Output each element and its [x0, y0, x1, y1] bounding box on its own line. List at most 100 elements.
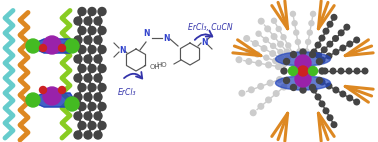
Circle shape — [74, 131, 82, 139]
Circle shape — [78, 8, 86, 15]
Circle shape — [291, 84, 296, 90]
Circle shape — [338, 30, 344, 36]
Circle shape — [84, 131, 92, 139]
Circle shape — [263, 37, 268, 42]
Circle shape — [65, 39, 79, 53]
Circle shape — [278, 41, 283, 47]
Circle shape — [331, 14, 337, 20]
Circle shape — [88, 45, 96, 54]
Circle shape — [310, 52, 316, 58]
Circle shape — [285, 56, 290, 61]
Circle shape — [258, 104, 264, 109]
Circle shape — [311, 49, 317, 55]
Bar — [233, 0, 378, 142]
Circle shape — [94, 74, 102, 82]
Circle shape — [94, 36, 102, 44]
Circle shape — [98, 103, 106, 110]
Circle shape — [273, 91, 279, 96]
Text: N: N — [163, 34, 169, 42]
FancyArrowPatch shape — [195, 31, 212, 40]
Circle shape — [330, 68, 336, 74]
Circle shape — [291, 52, 296, 58]
Ellipse shape — [276, 52, 330, 66]
Circle shape — [333, 49, 339, 55]
Circle shape — [98, 122, 106, 130]
Text: N: N — [144, 29, 150, 38]
Circle shape — [284, 59, 290, 64]
Circle shape — [74, 112, 82, 120]
Circle shape — [74, 74, 82, 82]
Circle shape — [291, 51, 296, 56]
Polygon shape — [30, 93, 75, 107]
Circle shape — [267, 80, 273, 86]
Circle shape — [78, 27, 86, 35]
Circle shape — [98, 8, 106, 15]
Circle shape — [319, 35, 325, 41]
Circle shape — [59, 44, 65, 52]
Circle shape — [340, 91, 345, 97]
Circle shape — [322, 68, 328, 74]
Bar — [0, 0, 108, 142]
Circle shape — [282, 62, 287, 67]
Polygon shape — [30, 39, 75, 53]
Circle shape — [354, 99, 359, 105]
Circle shape — [266, 97, 271, 103]
Circle shape — [94, 131, 102, 139]
Circle shape — [298, 66, 308, 76]
Circle shape — [311, 11, 316, 16]
Circle shape — [306, 39, 311, 44]
Circle shape — [354, 68, 360, 74]
Circle shape — [246, 59, 252, 64]
Circle shape — [74, 17, 82, 25]
Circle shape — [264, 55, 269, 60]
Circle shape — [295, 55, 311, 71]
Circle shape — [84, 112, 92, 120]
Circle shape — [98, 27, 106, 35]
Circle shape — [98, 83, 106, 91]
Circle shape — [26, 93, 40, 107]
Circle shape — [78, 83, 86, 91]
Circle shape — [347, 95, 353, 101]
Circle shape — [307, 30, 312, 35]
Circle shape — [259, 18, 264, 24]
Circle shape — [281, 68, 287, 74]
Circle shape — [333, 87, 339, 93]
Circle shape — [84, 36, 92, 44]
Text: N: N — [201, 37, 207, 46]
Circle shape — [300, 87, 306, 93]
Circle shape — [43, 36, 61, 54]
Circle shape — [98, 64, 106, 73]
Circle shape — [271, 18, 276, 23]
Circle shape — [246, 49, 251, 54]
Circle shape — [290, 11, 296, 16]
Circle shape — [277, 77, 282, 82]
Circle shape — [326, 83, 332, 89]
Circle shape — [78, 64, 86, 73]
Circle shape — [244, 36, 249, 41]
Circle shape — [74, 55, 82, 63]
Circle shape — [253, 41, 258, 46]
Circle shape — [284, 49, 290, 55]
Circle shape — [319, 68, 325, 74]
Circle shape — [276, 27, 281, 32]
Circle shape — [78, 45, 86, 54]
Circle shape — [88, 103, 96, 110]
Text: N: N — [119, 45, 125, 55]
Circle shape — [308, 66, 318, 76]
Circle shape — [84, 93, 92, 101]
Circle shape — [286, 43, 291, 48]
Circle shape — [88, 83, 96, 91]
Circle shape — [323, 28, 329, 34]
Circle shape — [295, 71, 311, 87]
Text: OH: OH — [150, 64, 161, 70]
Circle shape — [315, 42, 321, 48]
Circle shape — [256, 60, 262, 66]
Circle shape — [270, 51, 276, 56]
Circle shape — [250, 110, 256, 116]
Circle shape — [236, 57, 242, 62]
Circle shape — [340, 45, 345, 51]
Circle shape — [39, 44, 46, 52]
Circle shape — [316, 78, 322, 83]
Circle shape — [279, 56, 284, 61]
Circle shape — [319, 101, 325, 107]
